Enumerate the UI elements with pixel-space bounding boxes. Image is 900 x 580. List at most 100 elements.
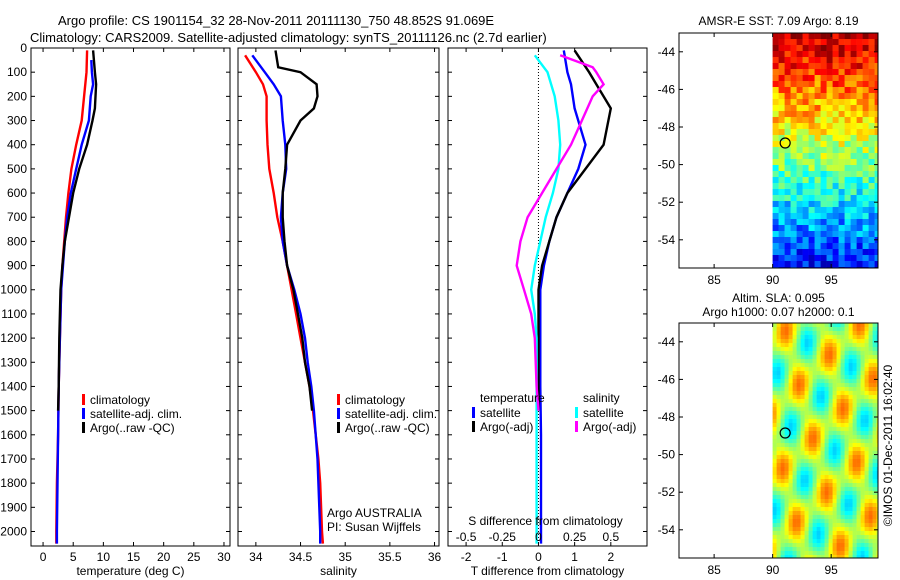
map-cell [778,99,785,106]
map-cell [838,129,845,136]
map-cell [874,117,879,124]
plot-frame [447,47,648,547]
map-cell [828,339,833,344]
map-cell [784,177,791,184]
map-cell [872,419,877,424]
map-cell [816,351,821,356]
map-cell [802,99,809,106]
map-cell [820,395,825,400]
figure-title-line1: Argo profile: CS 1901154_32 28-Nov-2011 … [58,13,495,28]
map-cell [772,165,779,172]
map-cell [780,467,785,472]
map-cell [868,411,873,416]
map-cell [796,219,803,226]
map-cell [872,359,877,364]
map-cell [776,471,781,476]
map-cell [864,551,869,556]
difference-panel: -2 -1 0 1 2T difference from climatology-0.5… [447,47,648,578]
map-cell [804,407,809,412]
map-cell [796,343,801,348]
map-cell [784,483,789,488]
map-cell [808,129,815,136]
map-cell [788,459,793,464]
map-cell [802,75,809,82]
map-cell [852,391,857,396]
map-cell [784,45,791,52]
map-cell [836,531,841,536]
map-cell [792,539,797,544]
map-cell [784,195,791,202]
series-line-salinity-argo-adj- [515,54,606,411]
map-cell [840,423,845,428]
map-cell [780,523,785,528]
legend-swatch [82,394,85,405]
map-cell [820,487,825,492]
map-cell [812,467,817,472]
map-cell [856,487,861,492]
map-cell [856,255,863,262]
map-cell [828,375,833,380]
map-cell [814,183,821,190]
map-cell [868,189,875,196]
map-cell [800,331,805,336]
map-cell [838,189,845,196]
map-cell [860,331,865,336]
map-cell [800,471,805,476]
map-cell [784,515,789,520]
map-cell [844,555,849,559]
map-cell [838,231,845,238]
map-cell [856,415,861,420]
map-cell [788,343,793,348]
map-cell [784,183,791,190]
map-cell [820,403,825,408]
map-cell [796,415,801,420]
map-cell [816,519,821,524]
top-tick-label: -0.25 [489,530,517,544]
map-cell [780,539,785,544]
map-cell [848,491,853,496]
map-cell [832,171,839,178]
map-cell [862,255,869,262]
map-cell [844,547,849,552]
map-cell [864,519,869,524]
y-tick-label: 500 [7,162,27,176]
map-cell [812,359,817,364]
map-cell [850,261,857,268]
map-cell [820,479,825,484]
x-tick-label: 35 [339,550,353,564]
map-cell [836,463,841,468]
map-cell [850,45,857,52]
map-cell [860,519,865,524]
map-cell [832,147,839,154]
map-cell [852,503,857,508]
map-cell [840,483,845,488]
map-cell [872,327,877,332]
map-cell [844,535,849,540]
map-cell [844,523,849,528]
map-cell [872,351,877,356]
y-tick-label: 1300 [0,355,27,369]
map-cell [844,359,849,364]
map-cell [780,419,785,424]
map-cell [808,327,813,332]
map-cell [788,411,793,416]
map-cell [844,141,851,148]
map-cell [804,491,809,496]
map-cell [838,165,845,172]
map-cell [874,177,879,184]
map-cell [772,141,779,148]
map-cell [838,243,845,250]
series-line-argo-raw-qc- [274,50,319,411]
map-cell [856,419,861,424]
map-cell [852,355,857,360]
map-cell [796,467,801,472]
map-cell [848,531,853,536]
map-cell [812,403,817,408]
map-cell [832,57,839,64]
map-cell [796,51,803,58]
map-cell [772,507,777,512]
map-cell [796,159,803,166]
map-cell [776,543,781,548]
map-cell [828,539,833,544]
map-cell [832,431,837,436]
